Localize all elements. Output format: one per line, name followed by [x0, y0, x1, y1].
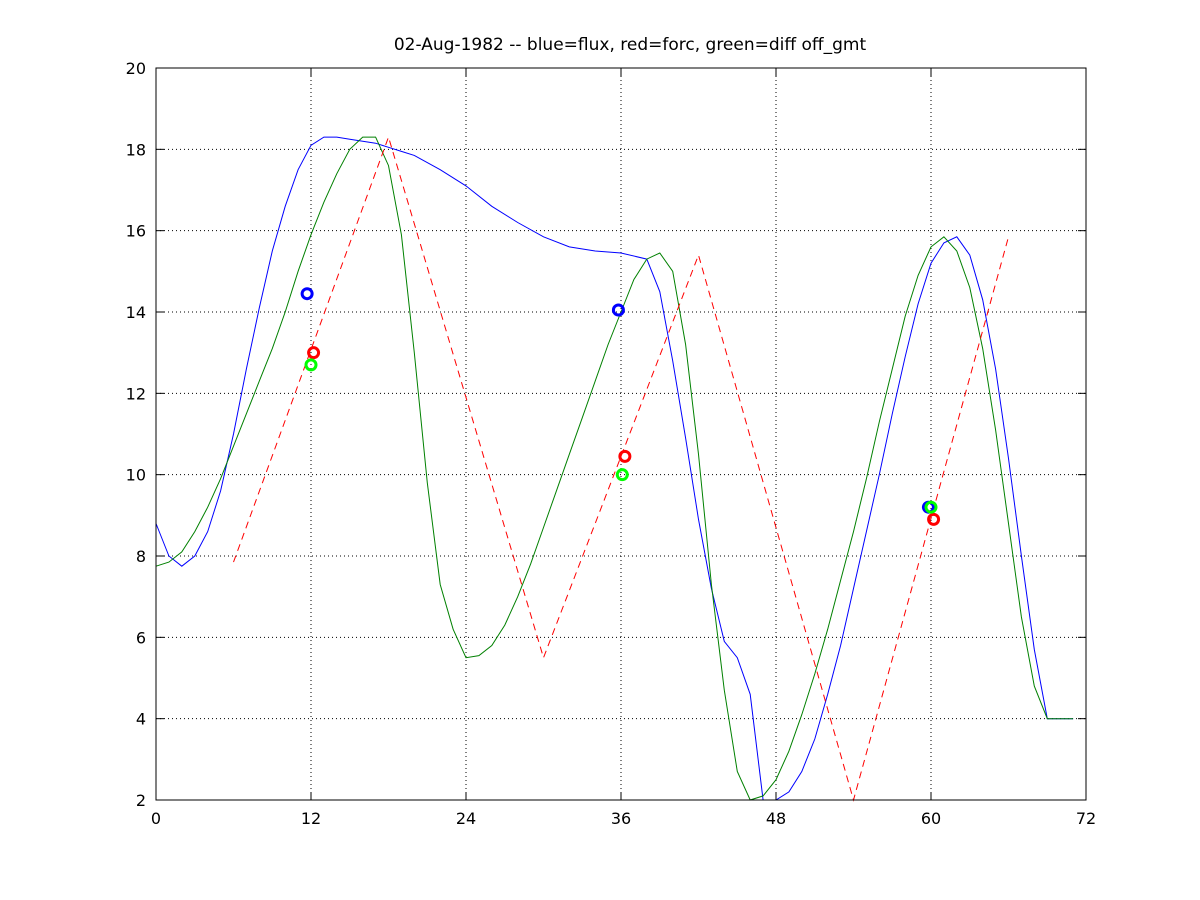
marker-point — [611, 303, 625, 317]
y-tick-label: 14 — [126, 303, 146, 322]
marker-point — [307, 346, 321, 360]
marker-point — [615, 468, 629, 482]
chart-title: 02-Aug-1982 -- blue=flux, red=forc, gree… — [394, 35, 867, 55]
y-tick-label: 10 — [126, 466, 146, 485]
x-tick-label: 48 — [766, 809, 786, 828]
x-tick-label: 60 — [921, 809, 941, 828]
y-tick-label: 18 — [126, 140, 146, 159]
plot-area — [156, 68, 1086, 800]
marker-point — [300, 287, 314, 301]
y-tick-label: 20 — [126, 59, 146, 78]
series-line-2 — [233, 135, 1009, 802]
marker-point — [924, 500, 938, 514]
y-tick-label: 6 — [136, 628, 146, 647]
marker-point — [927, 512, 941, 526]
markers — [300, 287, 941, 526]
x-tick-label: 72 — [1076, 809, 1096, 828]
x-tick-label: 0 — [151, 809, 161, 828]
y-tick-label: 2 — [136, 791, 146, 810]
x-tick-label: 12 — [301, 809, 321, 828]
x-tick-label: 36 — [611, 809, 631, 828]
y-tick-label: 12 — [126, 384, 146, 403]
series-lines — [155, 135, 1074, 802]
y-tick-label: 4 — [136, 710, 146, 729]
y-tick-label: 8 — [136, 547, 146, 566]
series-line-1 — [155, 136, 1074, 801]
series-line-0 — [155, 136, 1074, 801]
marker-point — [304, 358, 318, 372]
y-tick-label: 16 — [126, 222, 146, 241]
marker-point — [618, 449, 632, 463]
x-tick-label: 24 — [456, 809, 476, 828]
